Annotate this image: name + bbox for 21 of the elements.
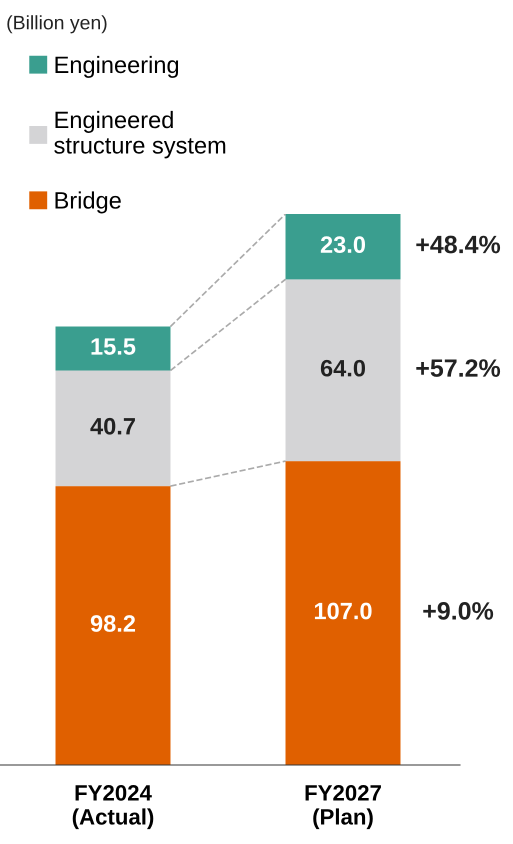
data-label: 40.7	[90, 418, 135, 435]
legend-label: Engineering	[56, 56, 178, 78]
data-label: 15.5	[92, 338, 136, 355]
legend-label: Engineered structure system	[54, 110, 226, 158]
bar	[286, 461, 400, 765]
bar	[56, 486, 170, 765]
bar	[56, 326, 170, 370]
bar	[56, 370, 170, 486]
bar	[286, 279, 400, 462]
legend-label: Bridge	[56, 191, 121, 214]
annotation: +57.2%	[416, 359, 500, 377]
data-label: 64.0	[320, 360, 366, 377]
annotation: +48.4%	[416, 236, 500, 254]
x-tick-label: FY2024 (Actual)	[72, 785, 154, 830]
bar	[286, 214, 400, 280]
data-label: 107.0	[314, 602, 372, 620]
data-label: 23.0	[320, 236, 366, 254]
text: (Billion yen)	[7, 15, 107, 34]
x-tick-label: FY2027 (Plan)	[306, 785, 381, 830]
annotation: +9.0%	[423, 602, 494, 620]
data-label: 98.2	[90, 615, 136, 632]
